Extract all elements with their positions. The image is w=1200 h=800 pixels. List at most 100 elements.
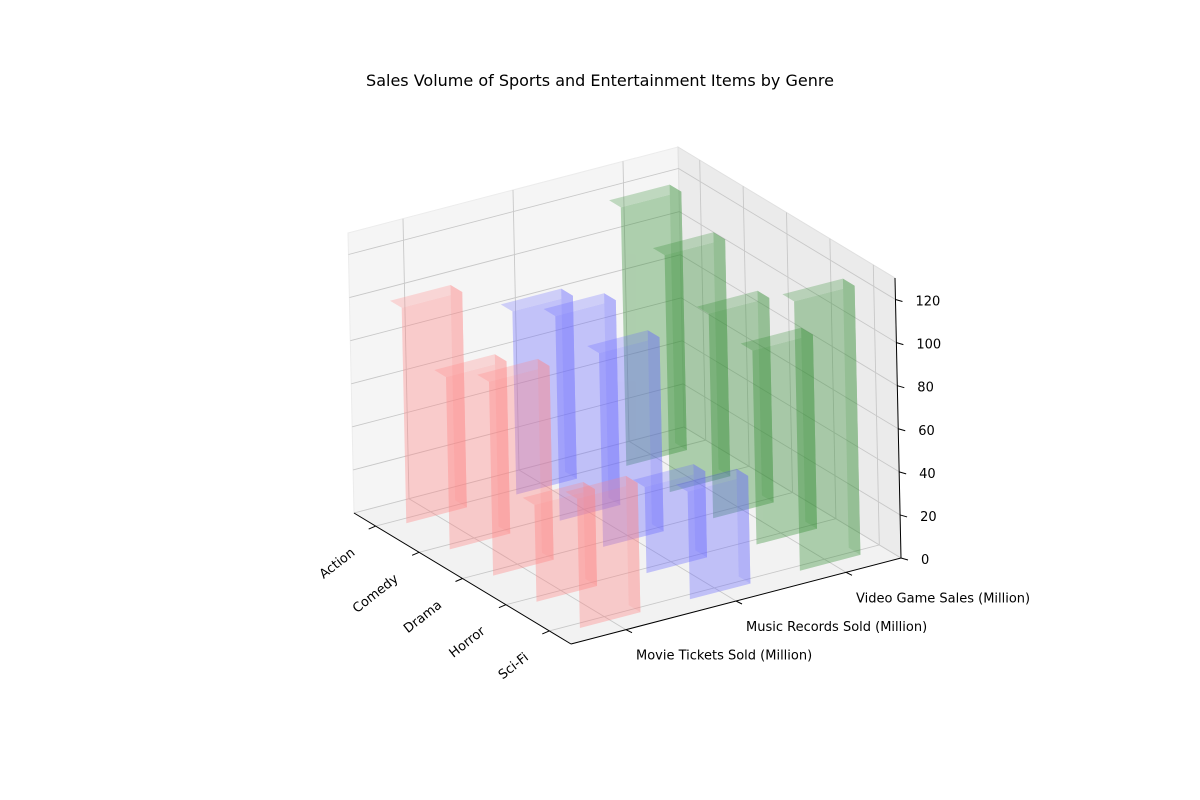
bar-front-face xyxy=(752,334,817,545)
bar-side-face xyxy=(604,293,621,505)
z-tick xyxy=(895,299,903,303)
bar-side-face xyxy=(537,358,554,560)
bar-top-face xyxy=(632,464,706,487)
bar xyxy=(477,358,554,576)
bar-top-face xyxy=(675,468,749,492)
series-tick-label: Music Records Sold (Million) xyxy=(746,620,927,635)
z-tick-label: 40 xyxy=(919,467,936,482)
bar-top-face xyxy=(587,330,660,354)
bar-front-face xyxy=(446,361,511,550)
grid-line-z xyxy=(351,297,899,430)
grid-line-series-wall xyxy=(402,218,410,499)
chart-title: Sales Volume of Sports and Entertainment… xyxy=(366,71,834,90)
grid-line-z xyxy=(348,168,896,300)
bar-front-face xyxy=(489,366,554,576)
grid-line-series-floor xyxy=(518,469,737,602)
category-tick-label: Comedy xyxy=(350,571,402,616)
z-tick-label: 120 xyxy=(915,295,940,310)
category-tick-label: Sci-Fi xyxy=(496,650,532,683)
bar-top-face xyxy=(740,327,813,351)
z-tick xyxy=(896,342,904,346)
bar-front-face xyxy=(794,285,861,571)
grid-line-category xyxy=(418,186,750,553)
series-tick-label: Movie Tickets Sold (Million) xyxy=(636,649,812,664)
bar-top-face xyxy=(543,293,616,317)
bar-front-face xyxy=(577,483,641,628)
z-tick-label: 60 xyxy=(918,424,935,439)
grid-line-category xyxy=(375,160,707,527)
bar xyxy=(782,278,861,571)
grid-line-category xyxy=(505,238,837,606)
bar-top-face xyxy=(390,285,463,308)
bar-front-face xyxy=(401,292,467,524)
bar xyxy=(543,293,621,521)
bar xyxy=(652,232,731,493)
bar-front-face xyxy=(708,297,774,519)
bar-front-face xyxy=(664,239,731,493)
bar-top-face xyxy=(782,278,855,302)
bar-side-face xyxy=(801,327,817,529)
grid-line-z xyxy=(352,383,901,516)
bar xyxy=(740,327,817,545)
bar-side-face xyxy=(625,475,641,613)
bar xyxy=(500,288,577,495)
bar xyxy=(675,468,751,600)
grid-line-series-wall xyxy=(512,189,520,471)
bar-top-face xyxy=(434,354,507,378)
series-tick-label: Video Game Sales (Million) xyxy=(856,591,1030,606)
grid-line-category xyxy=(549,264,880,632)
bar xyxy=(522,482,597,602)
category-tick-label: Horror xyxy=(447,624,489,662)
bar xyxy=(697,290,774,519)
z-tick-label: 100 xyxy=(916,338,941,353)
bars xyxy=(390,184,861,628)
z-tick-label: 20 xyxy=(920,510,937,525)
bar xyxy=(390,285,467,524)
bar-top-face xyxy=(477,358,550,382)
bar-front-face xyxy=(599,337,664,547)
bar-front-face xyxy=(512,295,577,495)
bar-top-face xyxy=(565,475,638,499)
bar-side-face xyxy=(647,330,664,532)
bar-front-face xyxy=(687,475,751,600)
bar-side-face xyxy=(757,290,774,503)
grid-line-series-floor xyxy=(408,498,627,631)
bar-front-face xyxy=(620,191,687,466)
x-tick xyxy=(411,551,420,556)
bar-side-face xyxy=(693,464,707,558)
bar-side-face xyxy=(494,354,511,534)
bar-side-face xyxy=(736,468,751,584)
x-tick xyxy=(498,604,507,609)
bar-side-face xyxy=(450,285,467,508)
z-tick xyxy=(900,557,909,561)
bar-top-face xyxy=(609,184,682,208)
bar xyxy=(632,464,707,574)
grid-line-z xyxy=(353,426,902,559)
bar xyxy=(434,354,511,550)
bar-side-face xyxy=(583,482,597,586)
bar-top-face xyxy=(652,232,726,256)
grid-line-category xyxy=(462,212,793,579)
grid-line-z xyxy=(349,211,897,343)
bar-front-face xyxy=(644,471,707,574)
z-tick xyxy=(898,428,906,432)
bar-side-face xyxy=(561,288,577,479)
bar xyxy=(609,184,687,466)
y-tick xyxy=(845,571,853,576)
z-tick-label: 80 xyxy=(917,381,934,396)
grid-line-series-floor xyxy=(628,440,847,573)
category-tick-label: Drama xyxy=(401,598,445,637)
bar-side-face xyxy=(842,278,861,555)
bar-top-face xyxy=(697,290,770,314)
z-tick xyxy=(897,385,905,389)
x-tick xyxy=(542,630,550,635)
category-tick-label: Action xyxy=(317,545,358,582)
x-tick xyxy=(368,525,376,530)
grid-lines xyxy=(348,160,902,632)
grid-line-z xyxy=(352,340,900,473)
y-tick xyxy=(735,600,743,605)
y-tick xyxy=(625,629,633,634)
x-tick xyxy=(455,578,463,582)
bar-side-face xyxy=(713,232,731,477)
